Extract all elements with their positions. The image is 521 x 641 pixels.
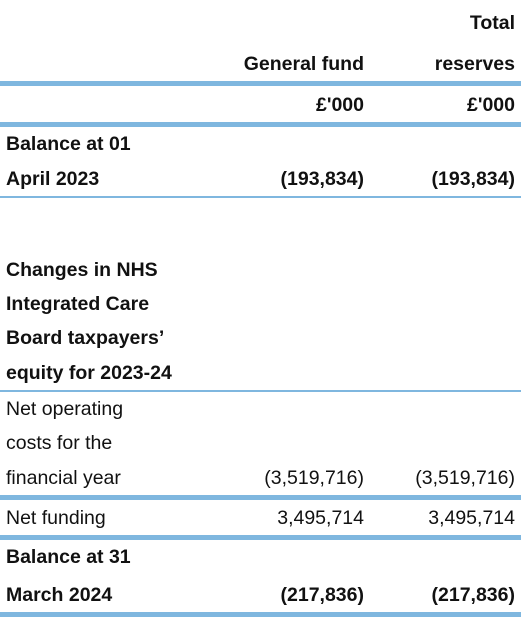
closing-balance-label-1: Balance at 31 xyxy=(6,546,131,568)
unit-general-fund: £'000 xyxy=(215,83,370,127)
spacer-row xyxy=(0,197,521,253)
section-heading-3: Board taxpayers’ xyxy=(6,326,165,349)
net-operating-label-1: Net operating xyxy=(6,397,124,420)
net-operating-total-reserves: (3,519,716) xyxy=(370,459,521,500)
general-fund-header: General fund xyxy=(215,40,370,86)
net-operating-general-fund: (3,519,716) xyxy=(215,459,370,500)
total-reserves-header-line2: reserves xyxy=(370,40,521,86)
opening-balance-label-2: April 2023 xyxy=(0,160,215,198)
net-funding-label: Net funding xyxy=(0,497,215,540)
opening-balance-row-2: April 2023 (193,834) (193,834) xyxy=(0,160,521,198)
header-row-1: Total xyxy=(0,0,521,40)
closing-balance-row-1: Balance at 31 xyxy=(0,538,521,575)
section-heading-row-1: Changes in NHS xyxy=(0,253,521,287)
closing-total-reserves: (217,836) xyxy=(370,574,521,617)
opening-total-reserves: (193,834) xyxy=(370,160,521,198)
closing-balance-label-2: March 2024 xyxy=(0,574,215,617)
header-row-2: General fund reserves xyxy=(0,40,521,86)
section-heading-4: equity for 2023-24 xyxy=(0,354,215,392)
total-reserves-header-line1: Total xyxy=(469,12,515,34)
net-operating-row-3: financial year (3,519,716) (3,519,716) xyxy=(0,459,521,500)
opening-general-fund: (193,834) xyxy=(215,160,370,198)
section-heading-row-2: Integrated Care xyxy=(0,287,521,321)
section-heading-2: Integrated Care xyxy=(6,292,150,315)
net-funding-general-fund: 3,495,714 xyxy=(215,497,370,540)
net-operating-row-1: Net operating xyxy=(0,391,521,426)
net-operating-label-3: financial year xyxy=(0,459,215,500)
section-heading-1: Changes in NHS xyxy=(6,258,158,281)
closing-general-fund: (217,836) xyxy=(215,574,370,617)
opening-balance-row-1: Balance at 01 xyxy=(0,124,521,161)
section-heading-row-4: equity for 2023-24 xyxy=(0,354,521,392)
opening-balance-label-1: Balance at 01 xyxy=(6,132,131,155)
net-funding-row: Net funding 3,495,714 3,495,714 xyxy=(0,497,521,540)
equity-table: Total General fund reserves £'000 £'000 … xyxy=(0,0,521,617)
unit-total-reserves: £'000 xyxy=(370,83,521,127)
net-operating-row-2: costs for the xyxy=(0,426,521,460)
units-row: £'000 £'000 xyxy=(0,83,521,127)
section-heading-row-3: Board taxpayers’ xyxy=(0,321,521,355)
closing-balance-row-2: March 2024 (217,836) (217,836) xyxy=(0,574,521,617)
net-operating-label-2: costs for the xyxy=(6,431,113,454)
net-funding-total-reserves: 3,495,714 xyxy=(370,497,521,540)
